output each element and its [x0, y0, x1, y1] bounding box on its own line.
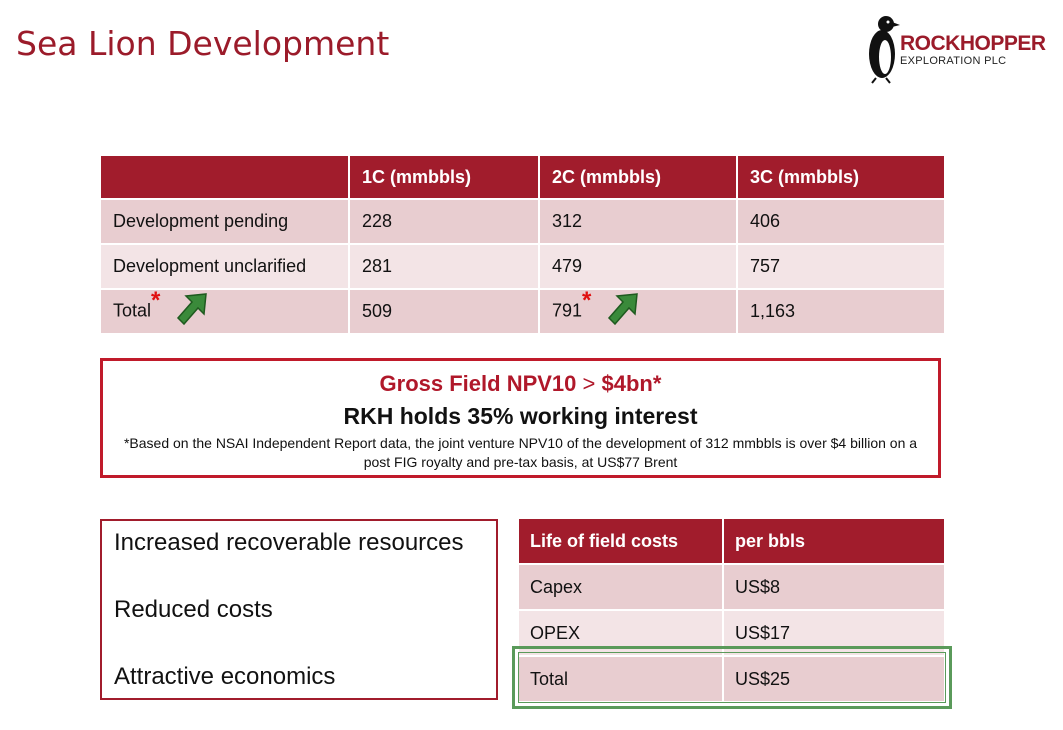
asterisk-icon: * — [151, 287, 161, 314]
logo-subtitle: EXPLORATION PLC — [900, 55, 1007, 67]
table-cell-total: Total* — [101, 287, 350, 333]
table-row-total: Total* 509 791* 1,163 — [101, 287, 944, 333]
npv-headline-gt: > — [582, 371, 596, 396]
table-header: Life of field costs — [519, 519, 724, 564]
npv-headline: Gross Field NPV10 > $4bn* — [103, 371, 938, 397]
highlight-item: Reduced costs — [114, 596, 273, 623]
npv-callout: Gross Field NPV10 > $4bn* RKH holds 35% … — [100, 358, 941, 478]
npv-footnote: *Based on the NSAI Independent Report da… — [123, 435, 918, 470]
table-row-total: Total US$25 — [519, 655, 944, 701]
table-header: 1C (mmbbls) — [349, 156, 540, 199]
table-cell-total-2c: 791* — [539, 287, 738, 333]
table-cell: 406 — [737, 198, 944, 244]
table-cell: US$8 — [723, 563, 944, 610]
table-cell: 281 — [349, 243, 540, 289]
table-cell: 757 — [737, 243, 944, 289]
table-cell: US$25 — [723, 655, 944, 701]
table-cell: 1,163 — [737, 288, 944, 333]
highlight-item: Increased recoverable resources — [114, 529, 464, 556]
table-cell: Development unclarified — [101, 243, 350, 289]
total-label: Total — [113, 300, 152, 321]
table-header: 2C (mmbbls) — [539, 156, 738, 199]
table-header: per bbls — [723, 519, 944, 564]
table-cell: Development pending — [101, 198, 350, 244]
table-cell: 509 — [349, 288, 540, 333]
highlight-item: Attractive economics — [114, 663, 336, 690]
table-header-row: Life of field costs per bbls — [519, 519, 944, 564]
table-cell: 228 — [349, 198, 540, 244]
table-row: Development unclarified 281 479 757 — [101, 243, 944, 289]
resources-table: 1C (mmbbls) 2C (mmbbls) 3C (mmbbls) Deve… — [101, 156, 944, 333]
table-row: Capex US$8 — [519, 563, 944, 610]
table-header: 3C (mmbbls) — [737, 156, 944, 199]
total-cost-highlight — [512, 646, 952, 709]
penguin-icon — [869, 16, 900, 84]
table-header — [101, 156, 350, 199]
working-interest: RKH holds 35% working interest — [343, 403, 698, 429]
table-header-row: 1C (mmbbls) 2C (mmbbls) 3C (mmbbls) — [101, 156, 944, 199]
table-cell: 312 — [539, 198, 738, 244]
highlights-box: Increased recoverable resources Reduced … — [100, 519, 498, 700]
page-title: Sea Lion Development — [16, 24, 390, 63]
npv-headline-label: Gross Field NPV10 — [379, 371, 577, 396]
logo-brand: ROCKHOPPER — [900, 32, 1046, 55]
table-cell: Total — [519, 655, 724, 701]
asterisk-icon: * — [582, 287, 592, 314]
rockhopper-logo: ROCKHOPPER EXPLORATION PLC — [866, 12, 1046, 84]
table-cell: 479 — [539, 243, 738, 289]
npv-headline-value: $4bn* — [601, 371, 662, 396]
table-cell: Capex — [519, 563, 724, 610]
total-2c-value: 791 — [552, 300, 583, 321]
up-arrow-icon — [605, 292, 641, 331]
table-row: Development pending 228 312 406 — [101, 198, 944, 244]
up-arrow-icon — [174, 292, 210, 331]
